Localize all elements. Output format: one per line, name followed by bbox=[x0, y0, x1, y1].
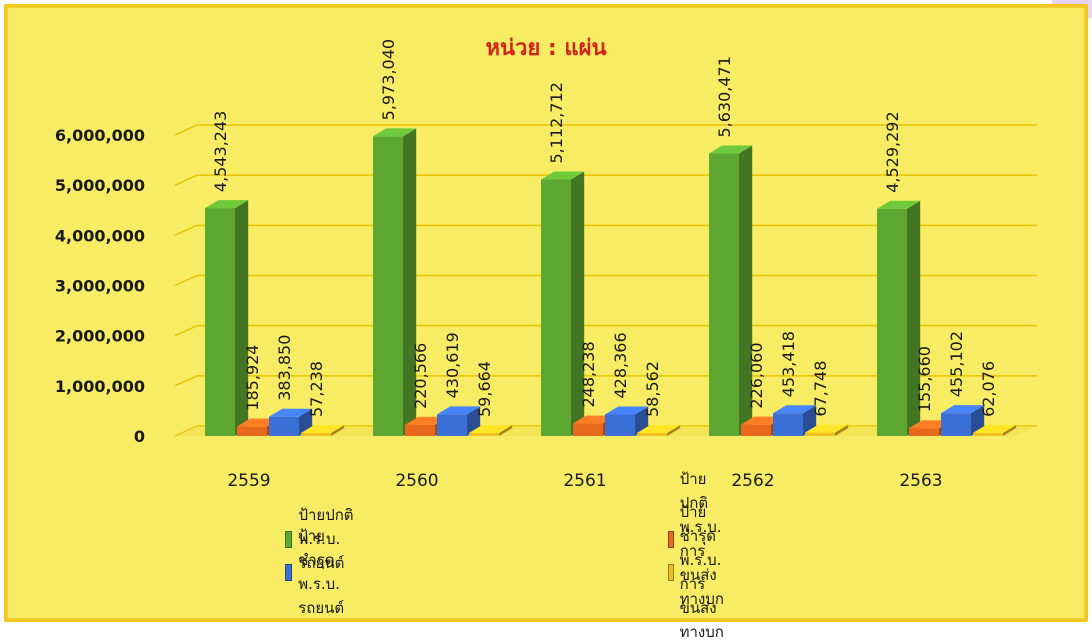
x-tick-label: 2561 bbox=[563, 471, 606, 491]
bar-side bbox=[739, 145, 753, 437]
bar bbox=[237, 426, 267, 436]
chart-stage: หน่วย : แผ่น 0 1,000,000 2,000,000 3,000,00… bbox=[4, 0, 1092, 641]
data-label: 67,748 bbox=[811, 361, 830, 417]
bar bbox=[205, 208, 235, 436]
bar bbox=[637, 433, 667, 436]
y-tick-label: 2,000,000 bbox=[55, 327, 145, 346]
data-label: 58,562 bbox=[643, 361, 662, 417]
x-tick-label: 2562 bbox=[731, 471, 774, 491]
bar-top bbox=[605, 406, 649, 415]
bar-top bbox=[637, 425, 681, 433]
y-tick-label: 4,000,000 bbox=[55, 226, 145, 245]
gridline-depth bbox=[174, 375, 198, 387]
data-label: 428,366 bbox=[611, 332, 630, 398]
bar bbox=[877, 208, 907, 436]
legend-label: ป้ายชำรุด พ.ร.บ. รถยนต์ bbox=[298, 527, 345, 617]
data-label: 155,660 bbox=[915, 346, 934, 412]
bar-top bbox=[973, 424, 1017, 433]
bar bbox=[437, 414, 467, 436]
data-label: 5,630,471 bbox=[715, 56, 734, 137]
data-label: 383,850 bbox=[275, 335, 294, 401]
bar bbox=[405, 424, 435, 436]
bar-side bbox=[907, 200, 921, 436]
x-tick-label: 2563 bbox=[899, 471, 942, 491]
bar-top bbox=[301, 425, 345, 433]
y-tick-label: 5,000,000 bbox=[55, 176, 145, 195]
data-label: 248,238 bbox=[579, 341, 598, 407]
bar bbox=[973, 432, 1003, 436]
bar-top bbox=[773, 405, 817, 414]
data-label: 226,060 bbox=[747, 342, 766, 408]
legend-item: ป้ายชำรุด พ.ร.บ. รถยนต์ bbox=[285, 527, 354, 617]
bar bbox=[573, 423, 603, 436]
bar-side bbox=[1003, 424, 1017, 436]
chart-title: หน่วย : แผ่น bbox=[485, 36, 607, 61]
y-tick-label: 3,000,000 bbox=[55, 277, 145, 296]
bar bbox=[909, 428, 939, 436]
data-label: 62,076 bbox=[979, 361, 998, 417]
bar-top bbox=[541, 171, 585, 180]
bar-top bbox=[941, 405, 985, 414]
gridline-depth bbox=[174, 174, 198, 186]
bar-side bbox=[331, 425, 345, 436]
data-label: 430,619 bbox=[443, 332, 462, 398]
legend-item: ป้ายปกติ พ.ร.บ. การขนส่งทางบก bbox=[668, 470, 733, 608]
bar bbox=[541, 179, 571, 437]
legend-item: ป้ายชำรุด พ.ร.บ. การขนส่งทางบก bbox=[668, 503, 733, 641]
legend-label: ป้ายชำรุด พ.ร.บ. การขนส่งทางบก bbox=[679, 503, 724, 641]
bar-top bbox=[205, 200, 249, 209]
bar bbox=[469, 433, 499, 436]
bar-top bbox=[437, 406, 481, 415]
gridline-depth bbox=[174, 324, 198, 337]
bar-side bbox=[235, 200, 249, 436]
bar bbox=[269, 416, 299, 436]
bar bbox=[709, 153, 739, 437]
bar-side bbox=[403, 128, 417, 437]
legend-swatch bbox=[285, 530, 293, 548]
data-label: 185,924 bbox=[243, 345, 262, 411]
bar-side bbox=[667, 425, 681, 436]
gridline-depth bbox=[174, 124, 198, 136]
bar-side bbox=[571, 171, 585, 437]
bar-side bbox=[499, 425, 513, 436]
chart-svg: 0 1,000,000 2,000,000 3,000,000 4,000,000 5,0… bbox=[55, 39, 1037, 491]
bar bbox=[373, 136, 403, 437]
gridline-depth bbox=[174, 224, 198, 237]
bar-top bbox=[877, 200, 921, 209]
y-tick-label: 1,000,000 bbox=[55, 377, 145, 396]
legend-swatch bbox=[668, 530, 674, 548]
data-label: 220,566 bbox=[411, 343, 430, 409]
data-label: 57,238 bbox=[307, 361, 326, 417]
data-label: 59,664 bbox=[475, 361, 494, 417]
bar bbox=[773, 413, 803, 436]
bar bbox=[805, 432, 835, 436]
bar bbox=[605, 414, 635, 436]
data-label: 4,529,292 bbox=[883, 111, 902, 192]
gridline-depth bbox=[174, 274, 198, 287]
bar bbox=[301, 433, 331, 436]
bar-top bbox=[469, 425, 513, 433]
legend-item: ป้ายปกติ พ.ร.บ. รถยนต์ bbox=[285, 506, 354, 572]
bar-top bbox=[269, 408, 313, 417]
data-label: 5,112,712 bbox=[547, 82, 566, 163]
legend-label: ป้ายปกติ พ.ร.บ. การขนส่งทางบก bbox=[679, 470, 724, 608]
bar-top bbox=[373, 128, 417, 137]
y-tick-label: 6,000,000 bbox=[55, 126, 145, 145]
data-label: 453,418 bbox=[779, 331, 798, 397]
legend-swatch bbox=[668, 563, 674, 581]
bar-side bbox=[835, 424, 849, 436]
y-tick-label: 0 bbox=[134, 427, 145, 446]
data-label: 5,973,040 bbox=[379, 39, 398, 120]
bar bbox=[741, 424, 771, 436]
legend-swatch bbox=[285, 563, 293, 581]
bar bbox=[941, 413, 971, 436]
data-label: 4,543,243 bbox=[211, 111, 230, 192]
legend-label: ป้ายปกติ พ.ร.บ. รถยนต์ bbox=[298, 506, 354, 572]
x-tick-label: 2559 bbox=[227, 471, 270, 491]
data-label: 455,102 bbox=[947, 331, 966, 397]
bar-top bbox=[805, 424, 849, 433]
x-tick-label: 2560 bbox=[395, 471, 438, 491]
bar-top bbox=[709, 145, 753, 154]
